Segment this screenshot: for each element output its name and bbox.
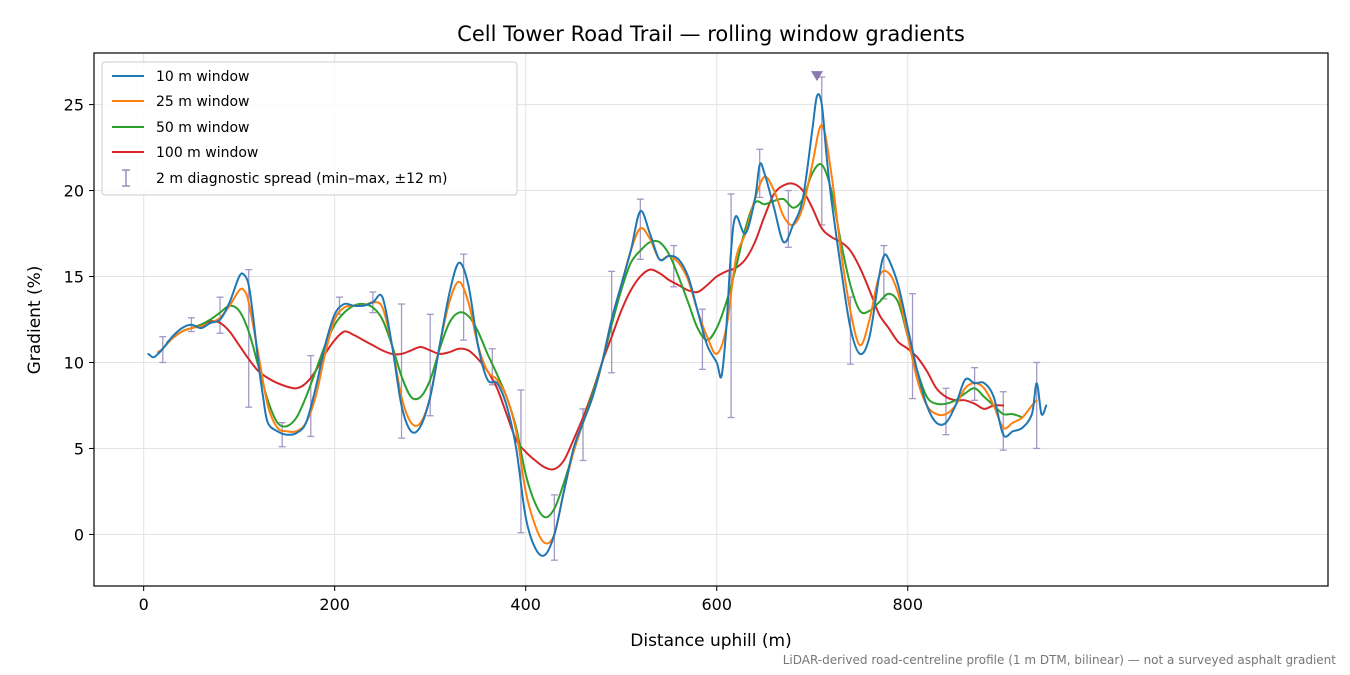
spread-bar <box>245 268 253 408</box>
legend-box <box>101 61 518 196</box>
spread-bar <box>398 303 406 439</box>
spread-bar <box>756 148 764 199</box>
legend: 10 m window 25 m window 50 m window 100 … <box>101 61 518 196</box>
x-tick-label: 200 <box>319 595 350 614</box>
x-tick-label: 800 <box>892 595 923 614</box>
legend-swatch-spread <box>122 169 130 187</box>
peak-marker-layer <box>811 71 824 82</box>
y-tick-label: 5 <box>74 439 84 458</box>
axis-ticks: 0 200 400 600 800 0 5 10 15 20 25 <box>64 96 923 614</box>
peak-marker-triangle <box>811 71 824 82</box>
legend-label-50m: 50 m window <box>156 120 249 136</box>
series-lines <box>147 93 1048 557</box>
x-axis-title: Distance uphill (m) <box>630 631 791 651</box>
spread-bar <box>216 296 224 334</box>
spread-bar <box>999 391 1007 451</box>
y-tick-label: 25 <box>64 96 84 115</box>
legend-label-spread: 2 m diagnostic spread (min–max, ±12 m) <box>156 171 447 187</box>
plot-area-frame <box>93 52 1329 587</box>
legend-label-25m: 25 m window <box>156 94 249 110</box>
spread-bar <box>698 308 706 371</box>
y-tick-label: 10 <box>64 353 84 372</box>
footnote: LiDAR-derived road-centreline profile (1… <box>783 653 1337 667</box>
chart-title: Cell Tower Road Trail — rolling window g… <box>457 22 965 46</box>
legend-label-100m: 100 m window <box>156 145 258 161</box>
x-tick-label: 600 <box>701 595 732 614</box>
y-tick-label: 15 <box>64 268 84 287</box>
spread-bar <box>1033 361 1041 450</box>
y-tick-label: 0 <box>74 525 84 544</box>
series-line-2 <box>166 163 1024 519</box>
spread-bar <box>727 193 735 419</box>
x-tick-label: 400 <box>510 595 541 614</box>
spread-bar <box>550 494 558 561</box>
y-axis-title: Gradient (%) <box>25 266 45 375</box>
series-line-0 <box>147 93 1048 557</box>
x-tick-label: 0 <box>139 595 149 614</box>
legend-label-10m: 10 m window <box>156 69 249 85</box>
spread-bar <box>307 354 315 438</box>
y-tick-label: 20 <box>64 182 84 201</box>
